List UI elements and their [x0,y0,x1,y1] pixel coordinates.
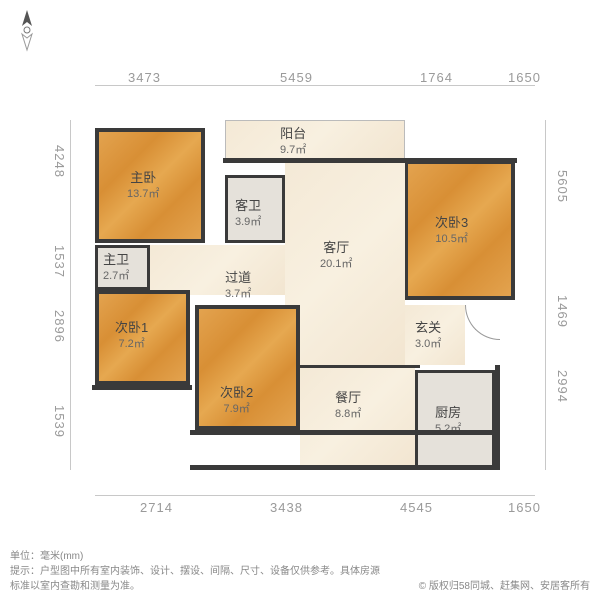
name-bed1: 次卧1 [115,320,148,337]
name-balcony: 阳台 [280,126,306,143]
footer: 单位：毫米(mm) 提示：户型图中所有室内装饰、设计、摆设、间隔、尺寸、设备仅供… [10,547,590,592]
floorplan-canvas: 3473 5459 1764 1650 2714 3438 4545 1650 … [0,0,600,600]
dim-top-1: 3473 [128,70,161,85]
dim-right-2: 1469 [555,295,570,328]
area-living: 20.1㎡ [320,257,352,271]
name-bath2: 主卫 [103,252,129,269]
area-entry: 3.0㎡ [415,337,441,351]
dim-left-4: 1539 [52,405,67,438]
dim-bot-1: 2714 [140,500,173,515]
label-balcony: 阳台 9.7㎡ [280,126,306,157]
name-living: 客厅 [320,240,352,257]
dim-bot-4: 1650 [508,500,541,515]
label-dining: 餐厅 8.8㎡ [335,390,361,421]
dim-top-2: 5459 [280,70,313,85]
dim-line-right [545,120,546,470]
area-bed1: 7.2㎡ [115,337,148,351]
area-hall: 3.7㎡ [225,287,251,301]
room-hall [150,245,285,295]
room-balcony [225,120,405,160]
label-entry: 玄关 3.0㎡ [415,320,441,351]
compass-icon [14,8,40,57]
dim-bot-2: 3438 [270,500,303,515]
area-bath2: 2.7㎡ [103,269,129,283]
dim-left-2: 1537 [52,245,67,278]
area-bath1: 3.9㎡ [235,215,261,229]
dim-top-3: 1764 [420,70,453,85]
dim-right-3: 2994 [555,370,570,403]
dim-top-4: 1650 [508,70,541,85]
name-bed2: 次卧2 [220,385,253,402]
label-bed1: 次卧1 7.2㎡ [115,320,148,351]
dim-right-1: 5605 [555,170,570,203]
label-bed3: 次卧3 10.5㎡ [435,215,468,246]
footer-note: 提示：户型图中所有室内装饰、设计、摆设、间隔、尺寸、设备仅供参考。具体房源标准以… [10,562,380,592]
label-bath2: 主卫 2.7㎡ [103,252,129,283]
footer-copyright: © 版权归58同城、赶集网、安居客所有 [419,577,590,592]
label-bath1: 客卫 3.9㎡ [235,198,261,229]
wall-bottom2 [190,465,500,470]
footer-unit: 单位：毫米(mm) [10,547,380,562]
name-entry: 玄关 [415,320,441,337]
door-arc-icon [465,305,500,340]
label-hall: 过道 3.7㎡ [225,270,251,301]
label-bed2: 次卧2 7.9㎡ [220,385,253,416]
area-bed3: 10.5㎡ [435,232,468,246]
plan-container: 阳台 9.7㎡ 主卧 13.7㎡ 客卫 3.9㎡ 客厅 20.1㎡ 次卧3 10… [95,120,515,470]
area-master: 13.7㎡ [127,187,159,201]
dim-bot-3: 4545 [400,500,433,515]
area-bed2: 7.9㎡ [220,402,253,416]
wall-leftbot [92,385,192,390]
name-master: 主卧 [127,170,159,187]
area-balcony: 9.7㎡ [280,143,306,157]
wall-right [495,365,500,470]
dim-line-left [70,120,71,470]
label-master: 主卧 13.7㎡ [127,170,159,201]
dim-left-1: 4248 [52,145,67,178]
dim-left-3: 2896 [52,310,67,343]
footer-left: 单位：毫米(mm) 提示：户型图中所有室内装饰、设计、摆设、间隔、尺寸、设备仅供… [10,547,380,592]
name-dining: 餐厅 [335,390,361,407]
name-kitchen: 厨房 [435,405,461,422]
area-dining: 8.8㎡ [335,407,361,421]
dim-line-top [95,85,535,86]
wall-dining-top [300,365,420,368]
name-bath1: 客卫 [235,198,261,215]
wall-bottom [190,430,500,435]
dim-line-bottom [95,495,535,496]
name-bed3: 次卧3 [435,215,468,232]
label-living: 客厅 20.1㎡ [320,240,352,271]
name-hall: 过道 [225,270,251,287]
wall-top [223,158,517,163]
